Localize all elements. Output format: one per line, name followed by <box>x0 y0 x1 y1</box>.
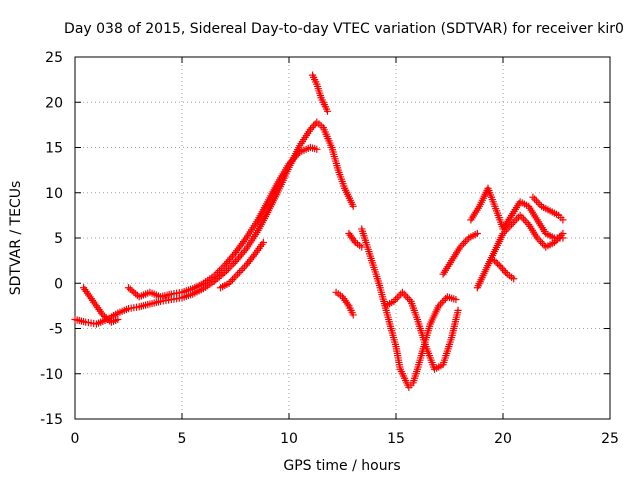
data-point <box>239 265 247 273</box>
data-point <box>513 215 521 223</box>
data-point <box>235 268 243 276</box>
x-tick-label: 20 <box>494 431 512 447</box>
data-point <box>492 258 500 266</box>
data-point <box>128 287 136 295</box>
data-point <box>438 298 446 306</box>
y-tick-label: -15 <box>40 412 63 428</box>
data-point <box>285 160 293 168</box>
data-point <box>114 315 122 324</box>
data-point <box>559 229 567 238</box>
data-point <box>531 195 539 203</box>
data-point <box>537 238 545 246</box>
data-point <box>495 261 503 269</box>
data-point <box>288 156 296 165</box>
data-point <box>310 122 318 130</box>
y-tick-label: 5 <box>54 231 63 247</box>
data-point <box>349 202 357 210</box>
chart-title: Day 038 of 2015, Sidereal Day-to-day VTE… <box>64 21 624 37</box>
data-point <box>219 263 227 271</box>
data-point <box>232 272 240 280</box>
data-point <box>215 266 224 275</box>
data-point <box>289 155 298 163</box>
x-tick-label: 5 <box>178 431 187 447</box>
data-point <box>461 238 469 246</box>
data-point <box>518 213 526 221</box>
data-point <box>293 151 301 159</box>
data-point <box>132 290 140 298</box>
axis-ticks: 0 5 10 15 20 25 -15 -10 -5 0 5 10 15 20 25 <box>40 50 619 447</box>
data-point <box>511 217 519 225</box>
data-point <box>291 153 299 161</box>
data-point <box>400 290 408 298</box>
data-point <box>534 199 542 207</box>
data-point <box>510 275 518 283</box>
data-point <box>230 274 238 282</box>
data-point <box>521 217 529 225</box>
data-point <box>124 284 133 292</box>
x-tick-label: 25 <box>601 431 619 447</box>
data-point <box>228 276 237 284</box>
y-tick-label: 10 <box>45 186 63 202</box>
data-point <box>219 270 227 278</box>
data-point <box>402 292 410 300</box>
data-point <box>313 145 321 153</box>
data-point <box>403 294 412 302</box>
data-point <box>393 294 401 302</box>
data-point <box>498 265 507 273</box>
data-point <box>240 263 249 271</box>
data-point <box>532 197 540 205</box>
x-axis-label: GPS time / hours <box>283 458 400 474</box>
data-point <box>494 260 502 268</box>
x-tick-label: 15 <box>387 431 405 447</box>
data-point <box>500 266 508 275</box>
y-tick-label: -5 <box>49 322 63 338</box>
data-point <box>473 229 481 238</box>
data-point <box>460 239 468 248</box>
y-axis-label: SDTVAR / TECUs <box>8 181 24 296</box>
y-tick-label: -10 <box>40 367 63 383</box>
data-point <box>452 295 460 304</box>
grid-lines <box>75 57 610 419</box>
data-point <box>237 266 245 275</box>
data-point <box>133 291 142 299</box>
data-point <box>529 193 537 201</box>
data-point <box>349 311 357 319</box>
data-point <box>559 216 567 224</box>
y-tick-label: 25 <box>45 50 63 66</box>
data-point <box>454 306 462 314</box>
data-point <box>217 265 225 273</box>
data-point <box>519 215 528 223</box>
data-point <box>294 150 302 158</box>
data-point <box>217 271 225 280</box>
data-point <box>516 211 524 219</box>
data-point <box>222 266 231 275</box>
y-tick-label: 20 <box>45 95 63 111</box>
data-point <box>323 107 332 115</box>
data-point <box>126 285 134 293</box>
x-tick-label: 0 <box>71 431 80 447</box>
data-points <box>71 71 567 391</box>
x-tick-label: 10 <box>280 431 298 447</box>
y-tick-label: 15 <box>45 141 63 157</box>
data-point <box>490 257 499 265</box>
y-tick-label: 0 <box>54 276 63 292</box>
data-point <box>130 288 138 296</box>
data-point <box>234 270 242 278</box>
data-point <box>286 158 295 166</box>
data-point <box>398 288 407 296</box>
data-point <box>259 238 267 247</box>
